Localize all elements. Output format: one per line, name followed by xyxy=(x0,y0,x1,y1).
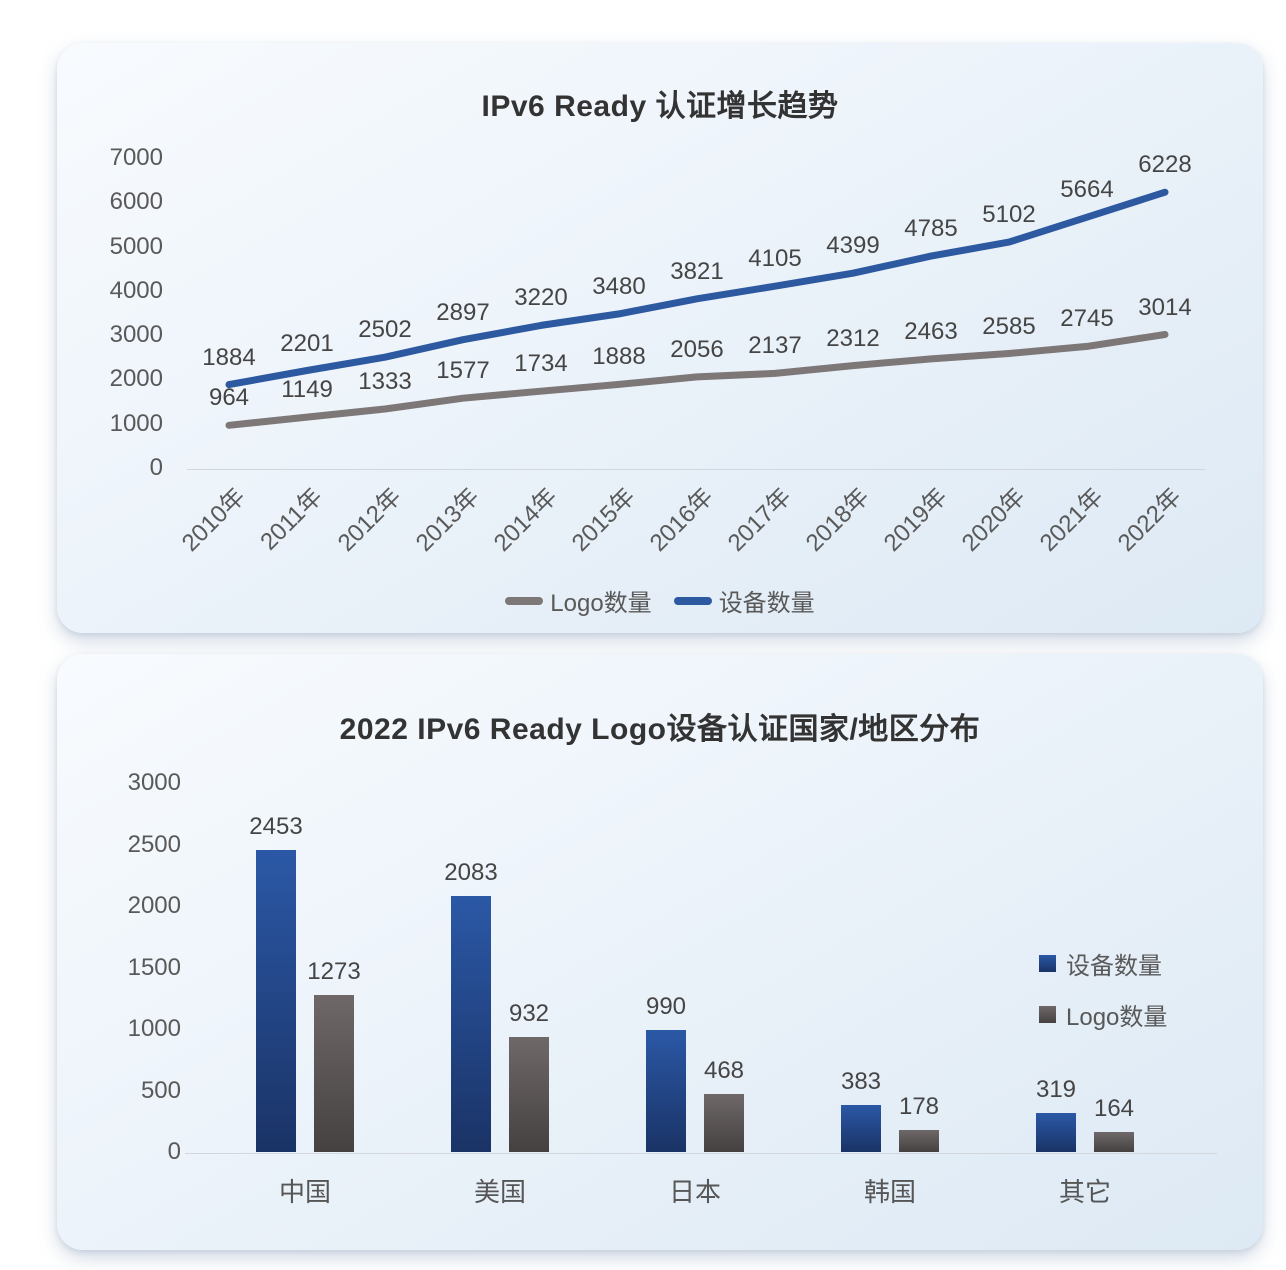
legend-item: 设备数量 xyxy=(1039,946,1167,981)
legend-item: 设备数量 xyxy=(673,583,815,618)
bar-设备数量-韩国 xyxy=(841,1104,881,1152)
trend-chart-plot: 0 1000 2000 3000 4000 5000 6000 7000 964 1149 1333… xyxy=(57,43,1263,633)
data-label: 1884 xyxy=(202,343,256,371)
x-axis-line xyxy=(187,469,1205,470)
data-label: 2897 xyxy=(436,298,490,326)
data-label: 3220 xyxy=(514,284,568,312)
legend-label: 设备数量 xyxy=(1066,953,1162,980)
y-tick-label: 0 xyxy=(149,454,163,481)
legend-label: 设备数量 xyxy=(718,590,815,617)
y-tick-label: 2000 xyxy=(109,365,163,393)
y-tick-label: 4000 xyxy=(109,276,163,304)
bar-Logo数量-美国 xyxy=(509,1037,549,1152)
data-label: 2745 xyxy=(1060,305,1114,333)
data-label: 1149 xyxy=(281,376,333,404)
trend-lines-svg xyxy=(225,188,1169,429)
data-label: 383 xyxy=(840,1067,882,1095)
data-label: 1577 xyxy=(436,357,490,385)
data-label: 2502 xyxy=(358,316,412,344)
bar-Logo数量-中国 xyxy=(314,995,354,1152)
data-label: 5664 xyxy=(1060,176,1114,204)
data-label: 990 xyxy=(645,993,687,1021)
x-category-label: 其它 xyxy=(1058,1177,1111,1207)
y-tick-label: 3000 xyxy=(127,769,181,796)
legend-label: Logo数量 xyxy=(1066,1004,1168,1031)
data-label: 2056 xyxy=(670,335,724,363)
trend-line-Logo数量 xyxy=(225,331,1169,429)
legend-label: Logo数量 xyxy=(550,590,652,617)
data-label: 2585 xyxy=(982,312,1036,340)
data-label: 5102 xyxy=(982,201,1036,229)
y-tick-label: 3000 xyxy=(109,321,163,349)
data-label: 468 xyxy=(703,1057,745,1085)
y-tick-label: 7000 xyxy=(109,144,163,171)
bar-设备数量-其它 xyxy=(1036,1112,1076,1152)
y-tick-label: 1000 xyxy=(127,1015,181,1042)
y-tick-label: 2000 xyxy=(127,892,181,919)
y-tick-label: 500 xyxy=(140,1076,181,1104)
data-label: 2137 xyxy=(748,332,802,360)
data-label: 178 xyxy=(898,1093,940,1121)
distribution-chart-plot: 0 500 1000 1500 2000 2500 3000 2453 2083 990 383 31… xyxy=(57,654,1263,1250)
bar-Logo数量-日本 xyxy=(704,1094,744,1152)
y-tick-label: 5000 xyxy=(109,232,163,260)
bar-Logo数量-韩国 xyxy=(899,1130,939,1152)
distribution-chart-card: 2022 IPv6 Ready Logo设备认证国家/地区分布 0 500 1000… xyxy=(57,654,1263,1250)
data-label: 4785 xyxy=(904,215,958,243)
data-label: 1734 xyxy=(514,350,568,378)
data-label: 1333 xyxy=(358,367,412,395)
x-category-label: 日本 xyxy=(668,1177,721,1207)
y-tick-label: 2500 xyxy=(127,830,181,858)
trend-chart-card: IPv6 Ready 认证增长趋势 0 1000 2000 3000 4000 5000 6… xyxy=(57,43,1263,633)
bar-设备数量-日本 xyxy=(646,1030,686,1152)
data-label: 964 xyxy=(208,384,250,412)
distribution-chart-title: 2022 IPv6 Ready Logo设备认证国家/地区分布 xyxy=(339,713,981,746)
data-label: 164 xyxy=(1093,1094,1135,1122)
legend-item: Logo数量 xyxy=(505,583,652,618)
y-tick-label: 1500 xyxy=(127,953,181,981)
distribution-legend: 设备数量 Logo数量 xyxy=(1039,946,1167,1032)
data-label: 2083 xyxy=(444,858,498,886)
data-label: 1888 xyxy=(592,343,646,371)
data-label: 1273 xyxy=(307,958,361,986)
y-tick-label: 0 xyxy=(167,1138,181,1165)
data-label: 3821 xyxy=(670,257,724,285)
trend-line-设备数量 xyxy=(225,188,1169,389)
y-tick-label: 6000 xyxy=(109,188,163,216)
bar-设备数量-中国 xyxy=(256,850,296,1152)
data-label: 2201 xyxy=(280,329,334,357)
data-label: 2463 xyxy=(904,317,958,345)
data-label: 3480 xyxy=(592,272,646,300)
legend-square-swatch xyxy=(1039,1006,1056,1023)
x-category-label: 中国 xyxy=(278,1177,331,1207)
trend-chart-title: IPv6 Ready 认证增长趋势 xyxy=(481,90,839,123)
x-category-label: 韩国 xyxy=(863,1177,916,1207)
data-label: 2453 xyxy=(249,813,303,841)
y-tick-label: 1000 xyxy=(109,409,163,437)
x-axis-line xyxy=(185,1153,1217,1154)
data-label: 6228 xyxy=(1138,151,1192,179)
data-label: 319 xyxy=(1035,1075,1077,1103)
legend-line-swatch xyxy=(673,596,712,605)
trend-legend: Logo数量 设备数量 xyxy=(57,583,1263,618)
legend-line-swatch xyxy=(505,596,544,605)
bar-设备数量-美国 xyxy=(451,895,491,1152)
x-category-label: 美国 xyxy=(473,1177,526,1207)
legend-square-swatch xyxy=(1039,955,1056,972)
data-label: 3014 xyxy=(1138,293,1192,321)
bar-Logo数量-其它 xyxy=(1094,1131,1134,1152)
data-label: 932 xyxy=(508,1000,550,1028)
data-label: 2312 xyxy=(826,324,880,352)
data-label: 4105 xyxy=(748,245,802,273)
legend-item: Logo数量 xyxy=(1039,997,1167,1032)
data-label: 4399 xyxy=(826,232,880,260)
